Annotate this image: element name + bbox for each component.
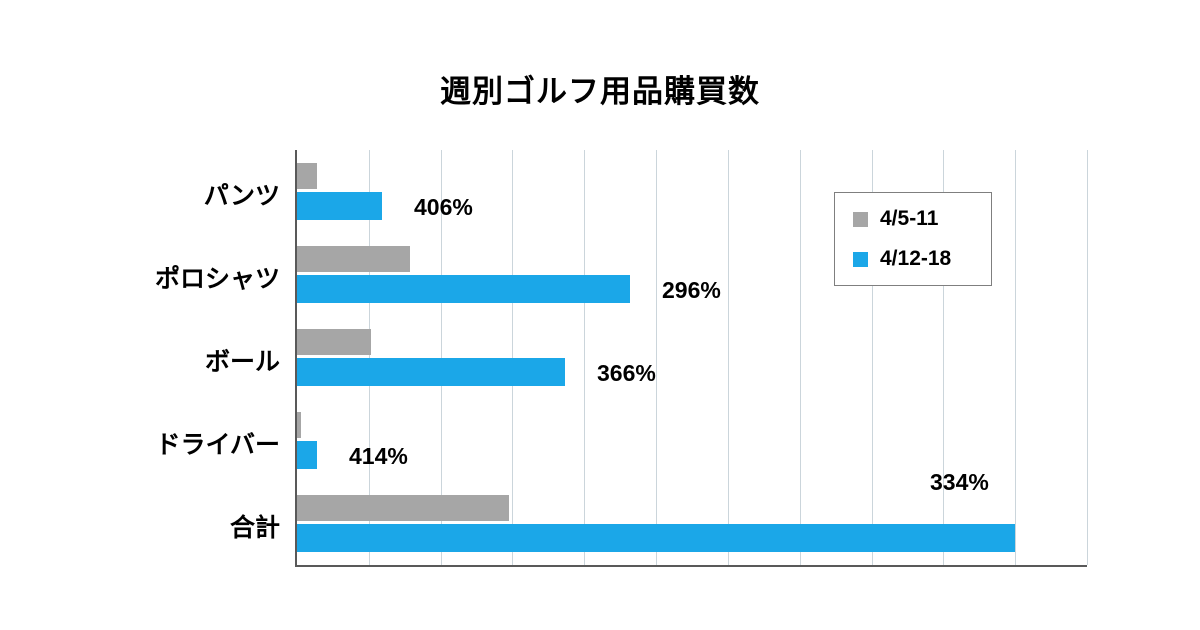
legend: 4/5-11 4/12-18 — [834, 192, 992, 286]
legend-item-week2: 4/12-18 — [853, 247, 973, 271]
gridline — [440, 150, 442, 565]
gridline — [1015, 150, 1017, 565]
bar-4/12-18-ボール — [297, 358, 565, 386]
bar-4/5-11-ボール — [297, 329, 371, 355]
gridline — [368, 150, 370, 565]
bar-4/5-11-パンツ — [297, 163, 317, 189]
category-label-ドライバー: ドライバー — [155, 431, 280, 459]
data-label-パンツ: 406% — [414, 194, 473, 220]
legend-label-week2: 4/12-18 — [880, 247, 952, 270]
category-label-パンツ: パンツ — [203, 182, 280, 210]
bar-4/12-18-ポロシャツ — [297, 275, 630, 303]
chart-title: 週別ゴルフ用品購買数 — [440, 74, 760, 109]
bar-4/12-18-パンツ — [297, 192, 382, 220]
gridline — [871, 150, 873, 565]
gridline — [584, 150, 586, 565]
gridline — [1087, 150, 1088, 565]
gridline — [727, 150, 729, 565]
gridline — [656, 150, 658, 565]
bar-4/5-11-ポロシャツ — [297, 246, 410, 272]
gridline — [799, 150, 801, 565]
data-label-合計: 334% — [930, 469, 989, 495]
gridline — [512, 150, 514, 565]
legend-swatch-gray — [853, 211, 868, 227]
category-label-ボール: ボール — [204, 348, 280, 376]
bar-4/12-18-ドライバー — [297, 441, 317, 469]
plot-area: 406% 296% 366% 414% 334% 4/5-11 4/12-18 — [295, 150, 1088, 567]
category-label-合計: 合計 — [229, 514, 280, 542]
bar-4/5-11-合計 — [297, 495, 509, 521]
data-label-ドライバー: 414% — [349, 443, 408, 469]
data-label-ポロシャツ: 296% — [662, 277, 721, 303]
bar-4/5-11-ドライバー — [297, 412, 301, 438]
data-label-ボール: 366% — [597, 360, 656, 386]
legend-item-week1: 4/5-11 — [853, 207, 973, 231]
legend-label-week1: 4/5-11 — [880, 207, 939, 230]
legend-swatch-blue — [853, 251, 868, 267]
category-label-ポロシャツ: ポロシャツ — [154, 265, 280, 293]
gridline — [943, 150, 945, 565]
bar-4/12-18-合計 — [297, 524, 1015, 552]
